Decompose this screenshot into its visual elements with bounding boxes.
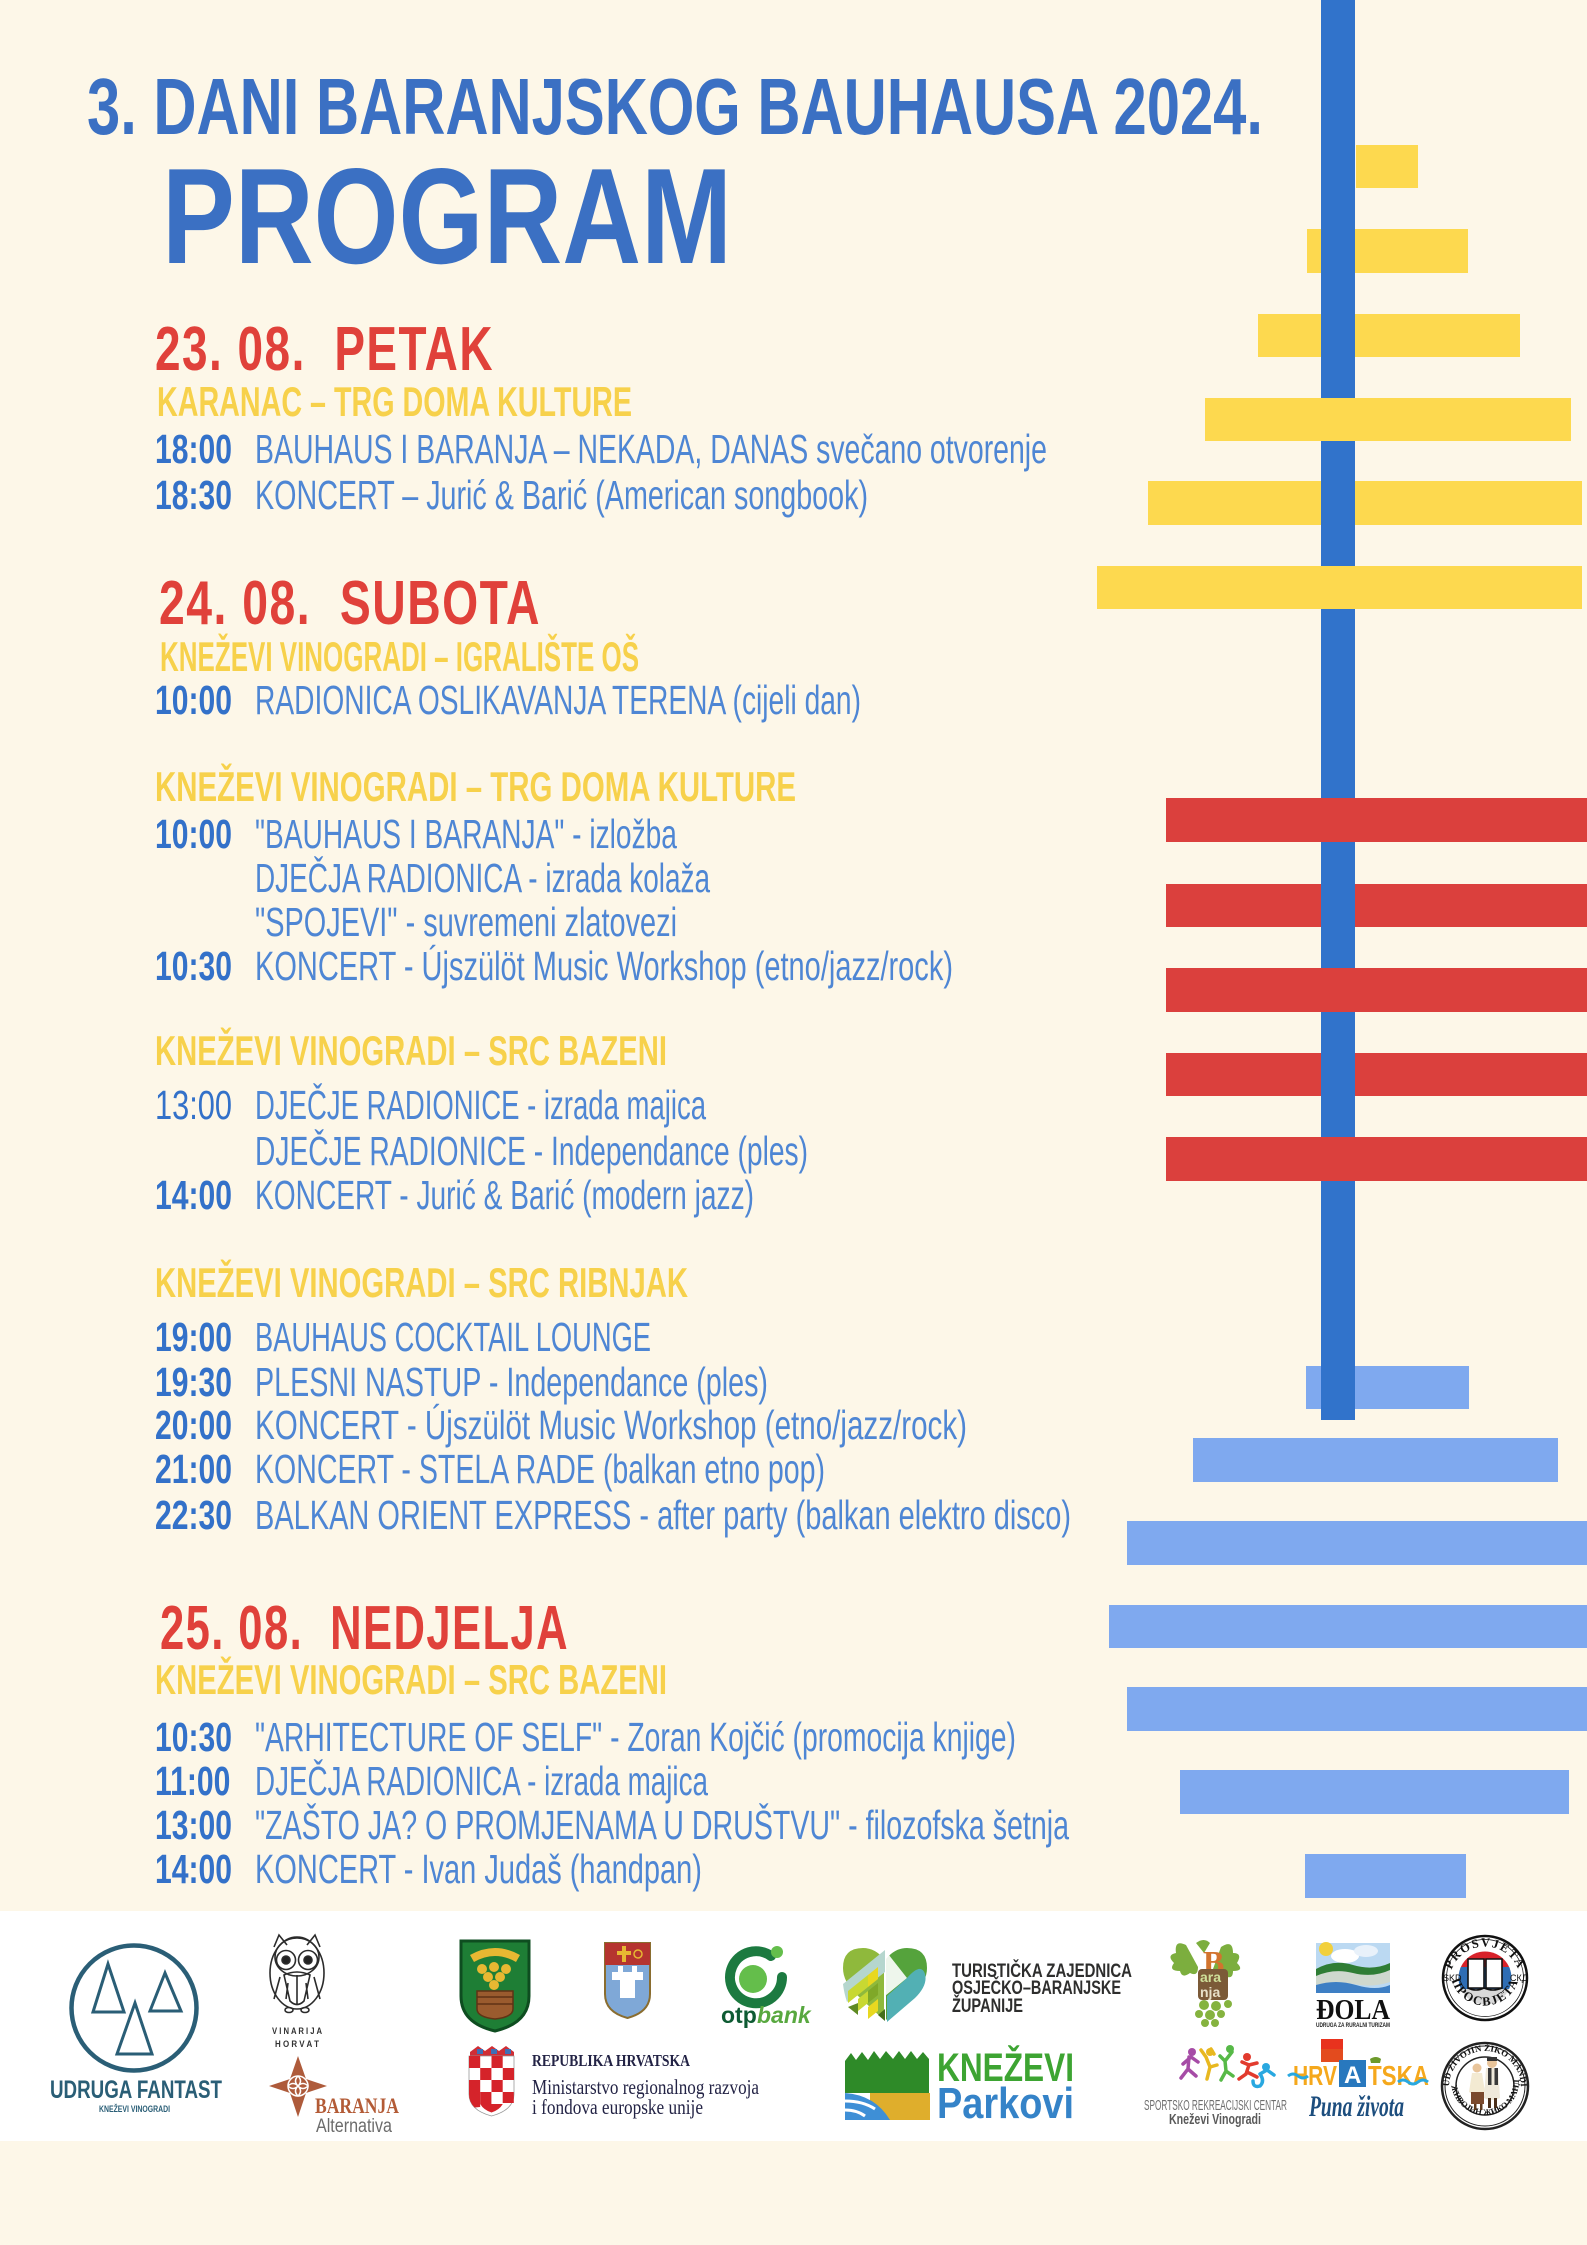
- svg-text:Alternativa: Alternativa: [316, 2116, 392, 2137]
- svg-text:СКД: СКД: [1510, 1973, 1528, 1983]
- svg-text:Ministarstvo regionalnog razvo: Ministarstvo regionalnog razvoja: [532, 2075, 760, 2099]
- svg-text:bank: bank: [757, 2002, 812, 2028]
- svg-text:KNEŽEVI VINOGRADI: KNEŽEVI VINOGRADI: [99, 2103, 170, 2114]
- svg-text:ĐOLA: ĐOLA: [1316, 1995, 1391, 2026]
- svg-text:Puna života: Puna života: [1308, 2090, 1404, 2123]
- svg-text:UDRUGA FANTAST: UDRUGA FANTAST: [50, 2076, 222, 2104]
- svg-text:REPUBLIKA HRVATSKA: REPUBLIKA HRVATSKA: [532, 2051, 691, 2070]
- svg-text:ŽUPANIJE: ŽUPANIJE: [952, 1995, 1023, 2017]
- svg-text:Parkovi: Parkovi: [937, 2079, 1074, 2128]
- svg-text:nja: nja: [1200, 1984, 1220, 2000]
- svg-text:i fondova europske unije: i fondova europske unije: [532, 2095, 703, 2119]
- svg-text:HRV: HRV: [1293, 2060, 1337, 2091]
- svg-text:H O R V A T: H O R V A T: [275, 2039, 319, 2049]
- svg-text:Kneževi Vinogradi: Kneževi Vinogradi: [1169, 2111, 1261, 2128]
- svg-text:A: A: [1344, 2062, 1361, 2089]
- svg-text:BARANJA: BARANJA: [315, 2093, 399, 2118]
- svg-text:OSJEČKO–BARANJSKE: OSJEČKO–BARANJSKE: [952, 1977, 1121, 1999]
- svg-text:KNEŽEVI: KNEŽEVI: [937, 2044, 1074, 2090]
- svg-text:TSKA: TSKA: [1368, 2060, 1429, 2091]
- svg-text:ara: ara: [1200, 1969, 1221, 1985]
- svg-text:SKD: SKD: [1443, 1973, 1462, 1983]
- svg-text:TURISTIČKA ZAJEDNICA: TURISTIČKA ZAJEDNICA: [952, 1960, 1132, 1982]
- svg-text:V I N A R I J A: V I N A R I J A: [272, 2026, 322, 2036]
- svg-text:SPORTSKO REKREACIJSKI CENTAR: SPORTSKO REKREACIJSKI CENTAR: [1144, 2097, 1287, 2114]
- svg-text:otp: otp: [721, 2002, 757, 2028]
- svg-text:UDRUGA ZA RURALNI TURIZAM: UDRUGA ZA RURALNI TURIZAM: [1316, 2022, 1390, 2029]
